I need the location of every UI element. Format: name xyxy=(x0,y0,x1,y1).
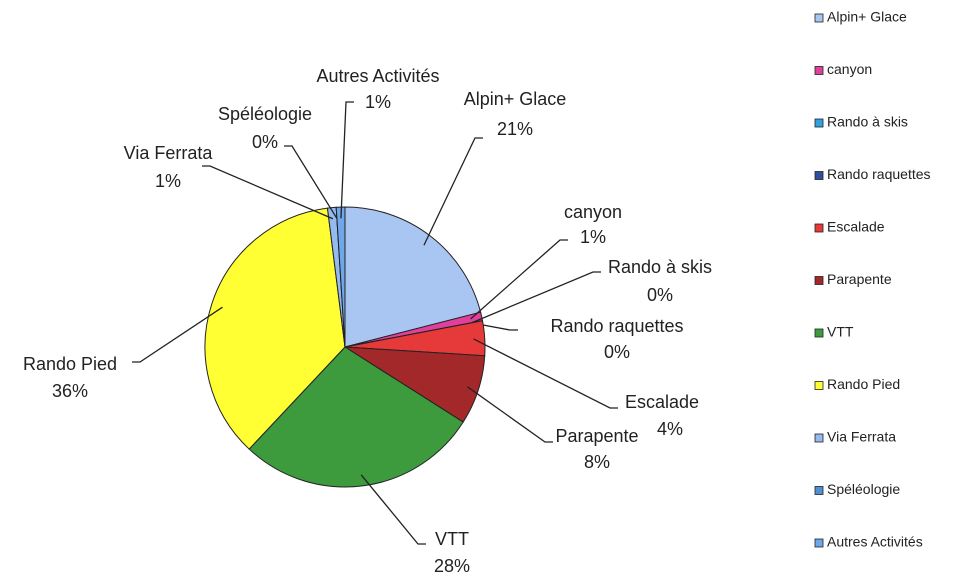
legend-swatch xyxy=(814,171,824,180)
slice-label: Rando à skis xyxy=(608,257,712,277)
slice-value-label: 1% xyxy=(155,171,181,191)
leader-line xyxy=(360,474,426,545)
slice-value-label: 1% xyxy=(365,92,391,112)
legend-label: Rando Pied xyxy=(827,376,900,392)
leader-line xyxy=(423,137,483,246)
legend-label: Alpin+ Glace xyxy=(827,9,907,25)
pie-slice xyxy=(248,346,464,488)
slice-value-label: 28% xyxy=(434,556,470,576)
pie-slice xyxy=(344,206,482,348)
leader-line xyxy=(202,165,334,220)
slice-value-label: 0% xyxy=(252,132,278,152)
slice-label: Rando Pied xyxy=(23,354,117,374)
legend-swatch xyxy=(814,13,824,23)
legend-swatch xyxy=(814,381,824,390)
legend-swatch xyxy=(814,538,824,548)
slice-label: Escalade xyxy=(625,392,699,412)
legend-label: Escalade xyxy=(827,219,885,235)
leader-line xyxy=(473,338,618,409)
leader-line xyxy=(471,322,518,331)
pie-slice xyxy=(335,206,346,348)
legend-swatch xyxy=(814,486,824,495)
legend-swatch xyxy=(814,118,824,128)
legend-label: VTT xyxy=(827,324,854,340)
slice-value-label: 8% xyxy=(584,452,610,472)
slice-value-label: 0% xyxy=(604,342,630,362)
legend-swatch xyxy=(814,223,824,233)
legend-label: Via Ferrata xyxy=(827,429,896,445)
legend-swatch xyxy=(814,276,824,285)
slice-label: Alpin+ Glace xyxy=(464,89,567,109)
leader-line xyxy=(467,386,553,443)
legend-label: Rando à skis xyxy=(827,114,908,130)
slice-value-label: 1% xyxy=(580,227,606,247)
leader-line xyxy=(340,101,354,219)
legend-swatch xyxy=(814,66,824,75)
legend-label: Autres Activités xyxy=(827,534,923,550)
slice-label: Rando raquettes xyxy=(550,316,683,336)
legend-swatch xyxy=(814,328,824,338)
slice-value-label: 4% xyxy=(657,419,683,439)
slice-label: Parapente xyxy=(555,426,638,446)
leader-line xyxy=(132,306,223,363)
slice-label: Autres Activités xyxy=(316,66,439,86)
legend-label: Rando raquettes xyxy=(827,166,931,182)
slice-label: canyon xyxy=(564,202,622,222)
slice-value-label: 0% xyxy=(647,285,673,305)
leader-line xyxy=(471,271,601,324)
slice-label: Via Ferrata xyxy=(124,143,214,163)
pie-slice xyxy=(204,207,346,450)
leader-line xyxy=(284,145,338,219)
legend-label: Spéléologie xyxy=(827,481,900,497)
legend-swatch xyxy=(814,433,824,443)
slice-value-label: 36% xyxy=(52,381,88,401)
leader-line xyxy=(470,239,568,320)
legend-label: Parapente xyxy=(827,271,892,287)
slice-label: VTT xyxy=(435,529,469,549)
slice-label: Spéléologie xyxy=(218,104,312,124)
slice-value-label: 21% xyxy=(497,119,533,139)
legend-label: canyon xyxy=(827,61,872,77)
